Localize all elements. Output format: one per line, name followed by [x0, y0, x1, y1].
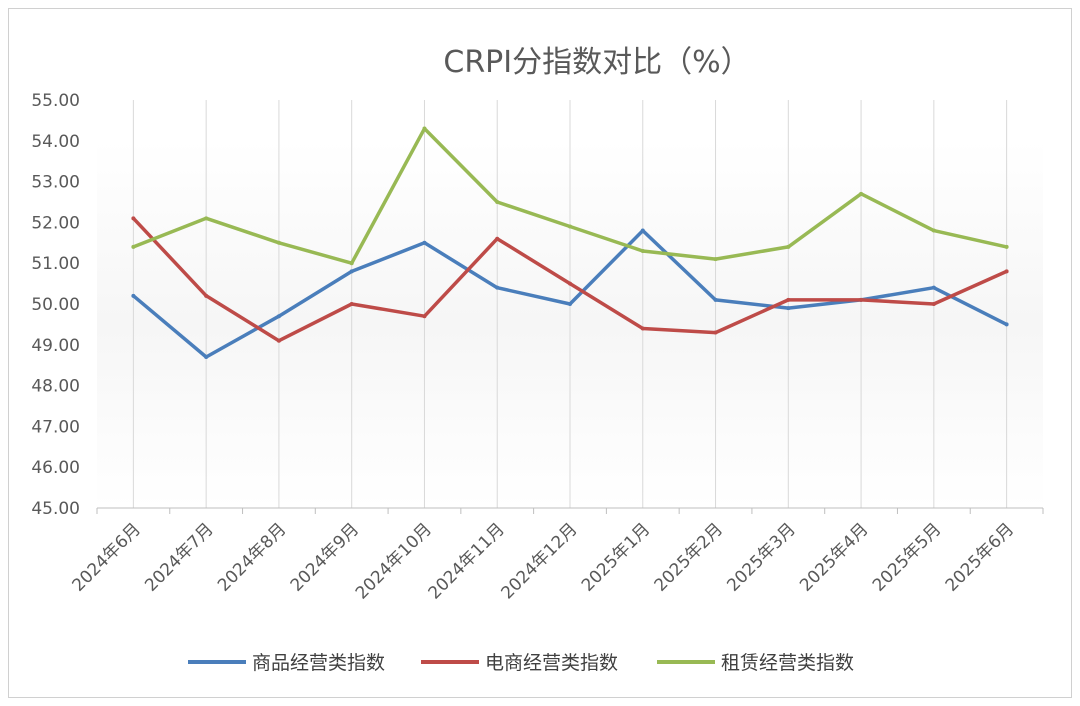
y-tick-label: 51.00 [31, 254, 80, 274]
data-point [422, 314, 427, 319]
y-tick-label: 47.00 [31, 417, 80, 437]
data-point [422, 126, 427, 131]
data-point [131, 216, 136, 221]
data-point [713, 330, 718, 335]
data-point [349, 302, 354, 306]
y-tick-label: 54.00 [31, 132, 80, 152]
y-tick-label: 46.00 [31, 458, 80, 478]
data-point [786, 244, 791, 249]
y-tick-label: 45.00 [31, 499, 80, 519]
y-tick-label: 49.00 [31, 336, 80, 356]
y-tick-label: 55.00 [31, 91, 80, 111]
data-point [131, 293, 136, 298]
legend-label: 租赁经营类指数 [721, 652, 854, 674]
data-point [204, 293, 209, 298]
data-point [786, 306, 791, 311]
x-tick-label: 2024年6月 [68, 519, 144, 595]
data-point [422, 240, 427, 245]
data-point [568, 302, 572, 306]
data-point [204, 355, 209, 360]
y-tick-label: 52.00 [31, 213, 80, 233]
x-tick-label: 2024年12月 [497, 519, 581, 603]
data-point [640, 248, 645, 253]
legend: 商品经营类指数 电商经营类指数 租赁经营类指数 [188, 652, 854, 674]
x-tick-label: 2024年11月 [425, 519, 509, 603]
data-point [204, 216, 209, 221]
legend-label: 电商经营类指数 [485, 652, 618, 674]
x-tick-label: 2025年2月 [651, 519, 727, 595]
data-point [640, 326, 645, 331]
data-point [568, 281, 572, 286]
data-point [568, 224, 572, 229]
data-point [495, 200, 500, 204]
data-point [349, 261, 354, 266]
data-point [859, 297, 864, 302]
data-point [276, 314, 281, 319]
data-point [276, 338, 281, 343]
x-tick-label: 2024年10月 [352, 519, 436, 603]
x-tick-label: 2025年4月 [796, 519, 872, 595]
data-point [1004, 269, 1009, 274]
data-point [1004, 322, 1009, 327]
data-point [713, 257, 718, 262]
data-point [495, 236, 500, 241]
x-tick-label: 2024年7月 [141, 519, 217, 595]
data-point [859, 191, 864, 196]
data-point [931, 302, 936, 306]
data-point [131, 244, 136, 249]
x-tick-label: 2025年1月 [578, 519, 654, 595]
x-tick-label: 2024年9月 [287, 519, 363, 595]
data-point [349, 269, 354, 274]
data-point [1004, 244, 1009, 249]
data-point [786, 297, 791, 302]
data-point [640, 228, 645, 233]
x-tick-label: 2025年5月 [869, 519, 945, 595]
y-tick-label: 50.00 [31, 295, 80, 315]
chart-title: CRPI分指数对比（%） [443, 45, 750, 80]
legend-label: 商品经营类指数 [252, 652, 385, 674]
data-point [713, 297, 718, 302]
y-tick-label: 53.00 [31, 173, 80, 193]
x-tick-label: 2025年6月 [942, 519, 1018, 595]
x-tick-label: 2024年8月 [214, 519, 290, 595]
data-point [931, 228, 936, 233]
data-point [276, 240, 281, 245]
x-tick-label: 2025年3月 [723, 519, 799, 595]
y-tick-label: 48.00 [31, 377, 80, 397]
data-point [931, 285, 936, 290]
data-point [495, 285, 500, 290]
